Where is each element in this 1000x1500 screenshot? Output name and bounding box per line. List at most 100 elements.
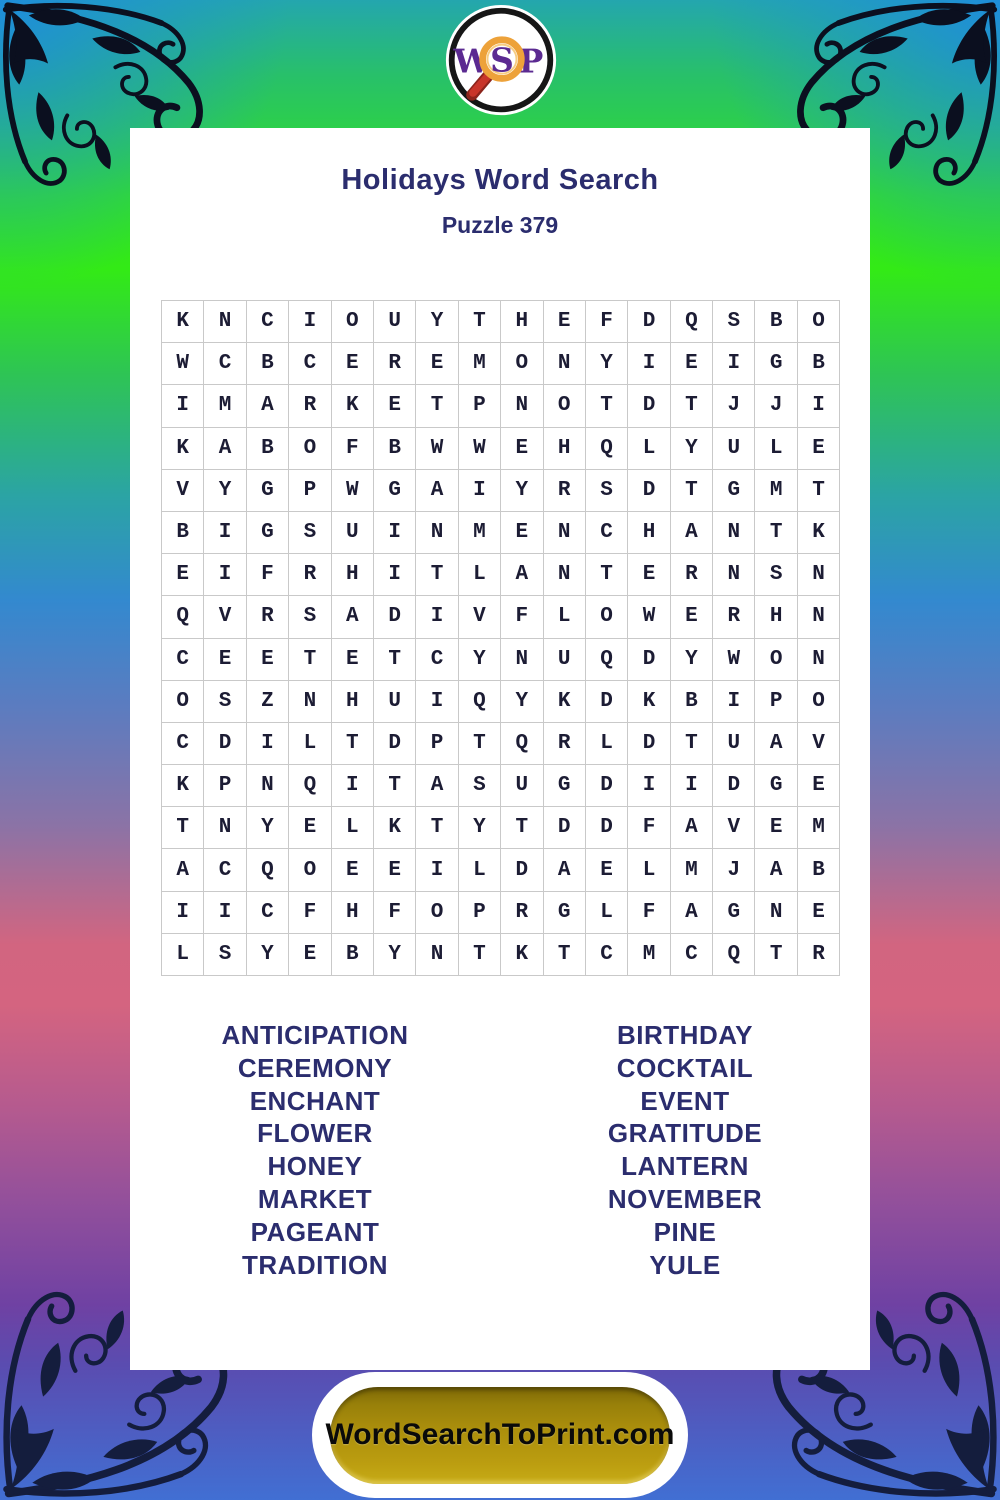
grid-cell: G <box>246 511 290 555</box>
grid-cell: Q <box>162 596 205 639</box>
grid-cell: B <box>246 427 290 470</box>
grid-cell: T <box>458 301 502 344</box>
grid-cell: N <box>416 511 459 555</box>
grid-cell: Q <box>585 638 629 681</box>
grid-cell: E <box>670 343 714 386</box>
grid-cell: O <box>162 680 205 723</box>
grid-cell: H <box>628 511 671 555</box>
website-link-button[interactable]: WordSearchToPrint.com <box>326 1386 674 1484</box>
grid-cell: A <box>755 722 798 766</box>
grid-cell: D <box>585 765 629 808</box>
grid-cell: E <box>755 807 798 850</box>
grid-cell: E <box>797 891 841 934</box>
grid-cell: Y <box>670 638 714 681</box>
grid-cell: R <box>246 596 290 639</box>
grid-cell: Y <box>501 469 544 512</box>
grid-cell: B <box>755 301 798 344</box>
grid-cell: K <box>162 301 205 344</box>
grid-cell: C <box>204 343 247 386</box>
grid-cell: N <box>246 765 290 808</box>
grid-cell: O <box>501 343 544 386</box>
grid-cell: D <box>585 807 629 850</box>
grid-cell: C <box>162 638 205 681</box>
grid-cell: C <box>204 849 247 892</box>
grid-cell: V <box>162 469 205 512</box>
grid-cell: D <box>373 722 417 766</box>
grid-cell: D <box>628 385 671 428</box>
grid-cell: E <box>543 301 586 344</box>
grid-cell: T <box>416 385 459 428</box>
grid-cell: E <box>204 638 247 681</box>
grid-cell: G <box>755 765 798 808</box>
grid-cell: V <box>797 722 841 766</box>
word-item: TRADITION <box>241 1249 389 1280</box>
grid-cell: R <box>713 596 756 639</box>
grid-cell: A <box>162 849 205 892</box>
grid-cell: A <box>246 385 290 428</box>
grid-cell: J <box>713 385 756 428</box>
grid-cell: R <box>289 554 332 597</box>
grid-cell: C <box>162 722 205 766</box>
grid-cell: Y <box>373 933 417 976</box>
word-item: PINE <box>653 1216 717 1247</box>
grid-cell: N <box>501 385 544 428</box>
grid-cell: O <box>797 680 841 723</box>
word-item: EVENT <box>640 1085 730 1116</box>
grid-cell: L <box>585 722 629 766</box>
grid-cell: K <box>373 807 417 850</box>
grid-cell: Q <box>501 722 544 766</box>
grid-cell: C <box>246 891 290 934</box>
grid-cell: C <box>585 933 629 976</box>
grid-cell: I <box>670 765 714 808</box>
grid-cell: I <box>458 469 502 512</box>
grid-cell: R <box>289 385 332 428</box>
grid-cell: K <box>628 680 671 723</box>
grid-cell: S <box>204 680 247 723</box>
grid-cell: A <box>670 511 714 555</box>
grid-cell: E <box>373 849 417 892</box>
grid-cell: G <box>373 469 417 512</box>
grid-cell: W <box>713 638 756 681</box>
grid-cell: A <box>670 891 714 934</box>
grid-cell: L <box>289 722 332 766</box>
grid-cell: F <box>628 891 671 934</box>
grid-cell: A <box>543 849 586 892</box>
grid-cell: B <box>670 680 714 723</box>
grid-cell: U <box>373 680 417 723</box>
grid-cell: T <box>585 554 629 597</box>
grid-cell: F <box>373 891 417 934</box>
grid-cell: T <box>543 933 586 976</box>
grid-cell: D <box>713 765 756 808</box>
grid-cell: M <box>458 511 502 555</box>
grid-cell: L <box>331 807 374 850</box>
grid-cell: I <box>331 765 374 808</box>
grid-cell: U <box>373 301 417 344</box>
word-item: CEREMONY <box>237 1052 393 1083</box>
wsp-logo: W P S <box>440 4 562 120</box>
grid-cell: Q <box>289 765 332 808</box>
grid-cell: Y <box>501 680 544 723</box>
puzzle-number: Puzzle 379 <box>441 212 559 238</box>
grid-cell: D <box>585 680 629 723</box>
grid-cell: I <box>713 343 756 386</box>
grid-cell: N <box>543 511 586 555</box>
grid-cell: I <box>416 849 459 892</box>
grid-cell: B <box>797 343 841 386</box>
grid-cell: R <box>501 891 544 934</box>
grid-cell: B <box>246 343 290 386</box>
grid-cell: N <box>204 807 247 850</box>
grid-cell: D <box>628 301 671 344</box>
grid-cell: T <box>670 385 714 428</box>
grid-cell: P <box>458 385 502 428</box>
grid-cell: N <box>289 680 332 723</box>
grid-cell: Y <box>204 469 247 512</box>
grid-cell: R <box>543 722 586 766</box>
grid-cell: I <box>204 891 247 934</box>
grid-cell: I <box>416 596 459 639</box>
grid-cell: V <box>204 596 247 639</box>
word-item: LANTERN <box>621 1151 749 1182</box>
word-item: GRATITUDE <box>607 1118 763 1149</box>
